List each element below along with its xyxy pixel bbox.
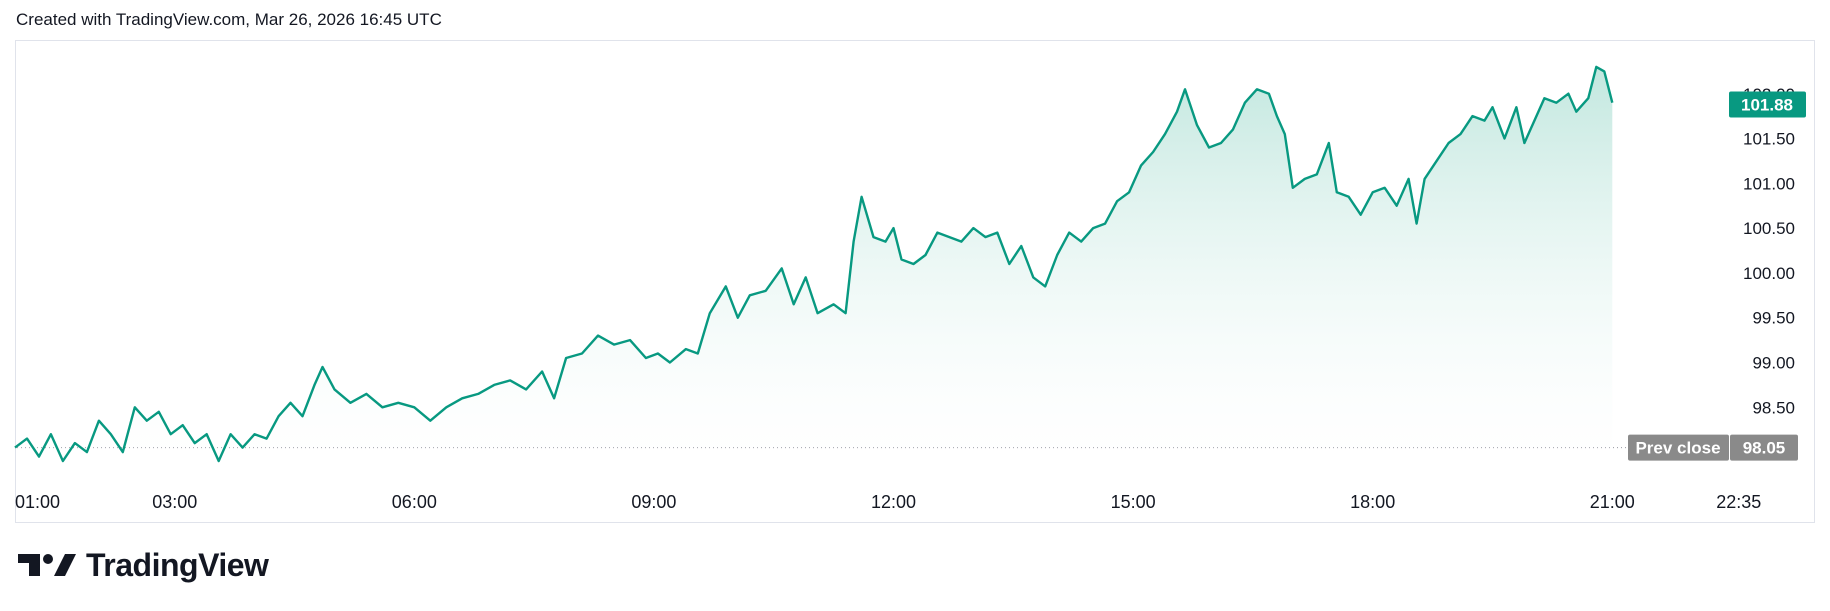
y-tick-label: 99.00 (1752, 354, 1795, 373)
prev-close-value-badge (1730, 434, 1798, 461)
prev-close-badge (1628, 434, 1729, 461)
y-tick-label: 98.50 (1752, 398, 1795, 417)
tradingview-logo-text: TradingView (86, 546, 269, 583)
tradingview-logo-icon (18, 554, 76, 576)
created-with-caption: Created with TradingView.com, Mar 26, 20… (16, 10, 442, 29)
price-area-fill (15, 66, 1613, 462)
x-tick-label: 03:00 (152, 492, 197, 512)
prev-close-value-label: 98.05 (1743, 439, 1786, 458)
y-tick-label: 101.00 (1743, 174, 1795, 193)
y-tick-label: 99.50 (1752, 309, 1795, 328)
x-tick-label: 09:00 (631, 492, 676, 512)
x-tick-label: 21:00 (1590, 492, 1635, 512)
last-price-label: 101.88 (1741, 96, 1793, 115)
y-tick-label: 101.50 (1743, 130, 1795, 149)
y-tick-label: 100.50 (1743, 219, 1795, 238)
x-tick-label: 22:35 (1716, 492, 1761, 512)
x-tick-label: 01:00 (15, 492, 60, 512)
prev-close-label: Prev close (1635, 439, 1720, 458)
tradingview-logo[interactable]: TradingView (18, 546, 269, 583)
x-tick-label: 06:00 (392, 492, 437, 512)
y-tick-label: 100.00 (1743, 264, 1795, 283)
price-series-line (14, 65, 1614, 463)
chart-frame (15, 40, 1815, 523)
x-tick-label: 18:00 (1350, 492, 1395, 512)
x-tick-label: 12:00 (871, 492, 916, 512)
last-price-badge (1729, 91, 1806, 118)
x-tick-label: 15:00 (1111, 492, 1156, 512)
